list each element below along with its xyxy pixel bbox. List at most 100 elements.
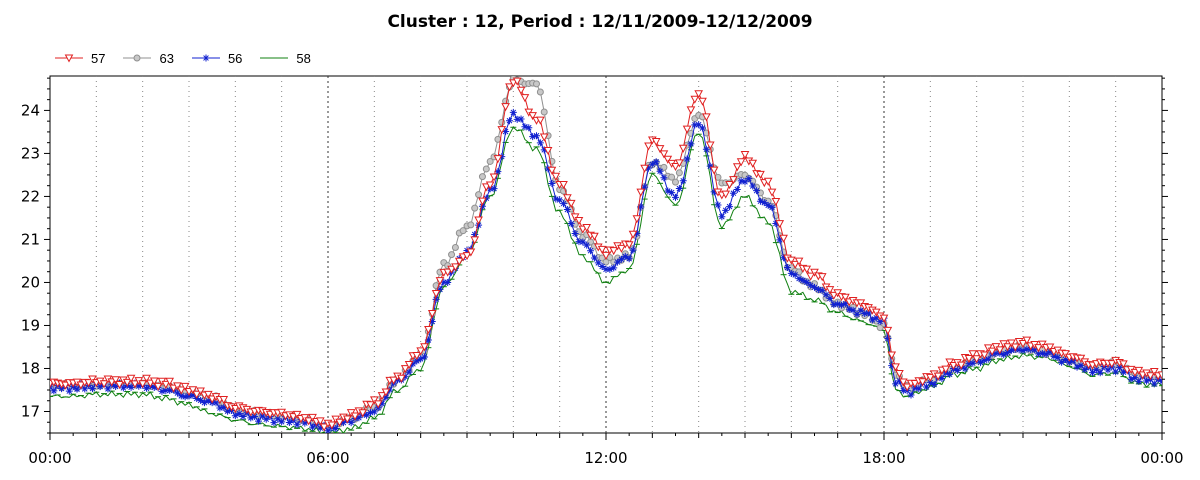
- data-point: [702, 145, 710, 153]
- data-point: [1096, 369, 1104, 377]
- data-point: [606, 265, 614, 273]
- data-point: [324, 427, 332, 433]
- data-point: [780, 254, 788, 262]
- data-point: [126, 374, 136, 383]
- data-point: [753, 187, 761, 195]
- data-point: [165, 377, 175, 386]
- data-point: [675, 159, 684, 168]
- data-point: [597, 245, 607, 254]
- data-point: [956, 361, 966, 370]
- data-point: [609, 247, 619, 256]
- data-point: [540, 146, 548, 154]
- data-point: [539, 133, 549, 142]
- data-point: [536, 139, 544, 147]
- data-point: [381, 388, 391, 397]
- data-point: [405, 368, 413, 376]
- data-point: [509, 108, 517, 116]
- legend-swatch: [191, 54, 220, 62]
- data-point: [366, 401, 375, 410]
- data-point: [694, 90, 704, 99]
- data-point: [1010, 343, 1020, 352]
- data-point: [644, 164, 652, 172]
- data-point: [122, 378, 132, 387]
- data-point: [841, 293, 850, 302]
- data-point: [610, 264, 618, 272]
- data-point: [918, 378, 927, 387]
- y-tick-label: 23: [21, 144, 40, 162]
- data-point: [648, 160, 656, 168]
- data-point: [119, 384, 127, 392]
- data-point: [475, 221, 483, 229]
- data-point: [342, 415, 352, 424]
- data-point: [188, 386, 198, 395]
- data-point: [1134, 366, 1144, 375]
- data-point: [133, 54, 141, 62]
- data-point: [679, 177, 687, 185]
- data-point: [127, 383, 135, 391]
- data-point: [690, 95, 700, 104]
- data-point: [803, 278, 811, 286]
- data-point: [768, 203, 776, 211]
- data-point: [207, 395, 217, 404]
- data-point: [417, 355, 425, 363]
- data-point: [598, 262, 606, 270]
- data-point: [76, 381, 86, 390]
- data-point: [1130, 368, 1140, 377]
- data-point: [397, 374, 406, 383]
- data-point: [485, 181, 495, 190]
- data-point: [741, 178, 749, 186]
- data-point: [663, 155, 673, 164]
- data-point: [512, 77, 522, 86]
- data-point: [583, 241, 591, 249]
- data-point: [1157, 371, 1162, 380]
- data-point: [807, 281, 815, 289]
- data-point: [149, 377, 159, 386]
- data-point: [794, 257, 804, 266]
- data-point: [386, 386, 394, 394]
- legend-label: 63: [159, 50, 174, 66]
- data-point: [601, 251, 611, 260]
- data-point: [520, 94, 530, 103]
- data-point: [203, 390, 213, 399]
- data-point: [493, 155, 503, 164]
- data-point: [624, 241, 634, 250]
- data-point: [363, 411, 371, 419]
- data-point: [239, 413, 247, 421]
- data-point: [683, 155, 691, 163]
- data-point: [849, 306, 857, 314]
- data-point: [304, 417, 314, 426]
- data-point: [748, 159, 758, 168]
- data-point: [513, 115, 521, 123]
- data-point: [736, 158, 746, 167]
- data-point: [915, 385, 923, 393]
- data-point: [571, 230, 579, 238]
- data-point: [861, 310, 869, 318]
- series-57: [50, 77, 1162, 432]
- y-tick-label: 18: [21, 359, 40, 377]
- data-point: [548, 180, 556, 188]
- data-point: [706, 162, 714, 170]
- data-point: [783, 264, 791, 272]
- data-point: [1149, 367, 1159, 377]
- data-point: [672, 178, 679, 186]
- data-point: [629, 246, 637, 254]
- data-point: [347, 419, 355, 427]
- data-point: [258, 412, 266, 420]
- data-point: [640, 164, 649, 173]
- data-point: [709, 166, 719, 175]
- data-point: [197, 396, 205, 404]
- data-point: [378, 400, 386, 408]
- data-point: [463, 247, 471, 255]
- data-point: [309, 423, 317, 431]
- data-point: [424, 336, 432, 344]
- data-point: [865, 309, 873, 317]
- data-point: [262, 415, 270, 423]
- data-point: [953, 366, 961, 374]
- data-point: [602, 265, 610, 273]
- data-point: [895, 377, 903, 385]
- legend-item-58: 58: [260, 51, 311, 66]
- data-point: [502, 128, 510, 136]
- data-point: [1058, 358, 1066, 366]
- data-point: [366, 409, 374, 417]
